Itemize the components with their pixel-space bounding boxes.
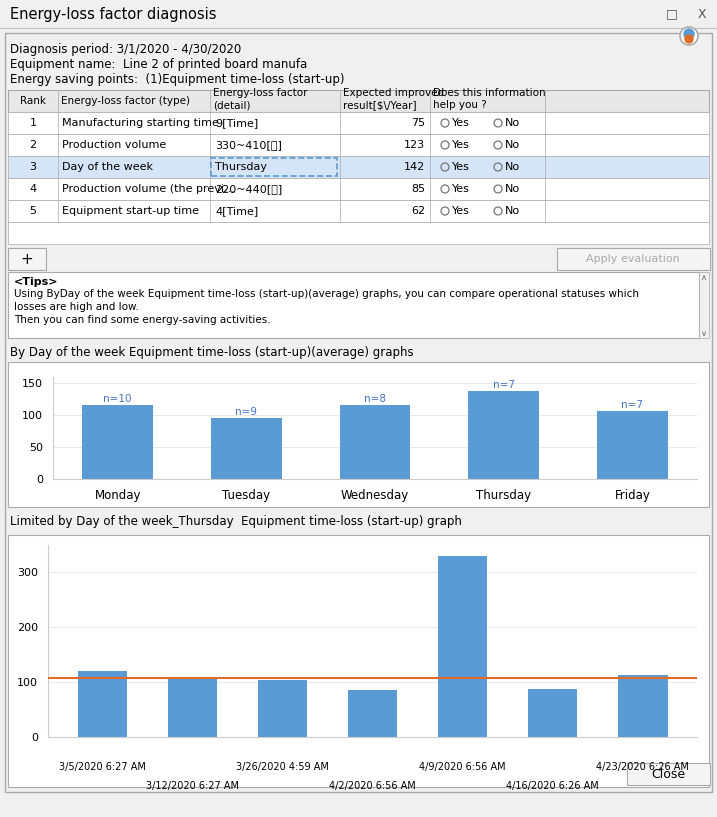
Text: Yes: Yes	[452, 162, 470, 172]
Text: Yes: Yes	[452, 184, 470, 194]
Text: 4/2/2020 6:56 AM: 4/2/2020 6:56 AM	[329, 781, 416, 792]
Circle shape	[684, 29, 694, 39]
Text: Equipment name:  Line 2 of printed board manufa: Equipment name: Line 2 of printed board …	[10, 58, 308, 71]
Text: 5: 5	[29, 206, 37, 216]
Bar	[528, 689, 577, 737]
FancyBboxPatch shape	[8, 248, 46, 270]
Text: 2: 2	[29, 140, 37, 150]
FancyBboxPatch shape	[8, 134, 709, 156]
Text: Then you can find some energy-saving activities.: Then you can find some energy-saving act…	[14, 315, 270, 325]
FancyBboxPatch shape	[8, 200, 709, 222]
Text: No: No	[505, 118, 520, 128]
FancyBboxPatch shape	[8, 362, 709, 507]
Text: Yes: Yes	[452, 118, 470, 128]
Text: Energy-loss factor (type): Energy-loss factor (type)	[61, 96, 190, 106]
FancyBboxPatch shape	[8, 272, 699, 338]
Text: Production volume: Production volume	[62, 140, 166, 150]
FancyBboxPatch shape	[0, 0, 717, 28]
Text: Yes: Yes	[452, 206, 470, 216]
Text: 4/16/2020 6:26 AM: 4/16/2020 6:26 AM	[506, 781, 599, 792]
Text: 3/12/2020 6:27 AM: 3/12/2020 6:27 AM	[146, 781, 239, 792]
Text: 9[Time]: 9[Time]	[215, 118, 258, 128]
Bar	[168, 680, 217, 737]
Bar	[597, 411, 668, 479]
Text: Using ByDay of the week Equipment time-loss (start-up)(average) graphs, you can : Using ByDay of the week Equipment time-l…	[14, 289, 639, 299]
Text: 123: 123	[404, 140, 425, 150]
FancyBboxPatch shape	[8, 156, 709, 178]
Text: 4[Time]: 4[Time]	[215, 206, 258, 216]
Text: n=10: n=10	[103, 394, 132, 404]
Text: No: No	[505, 206, 520, 216]
Text: Limited by Day of the week_Thursday  Equipment time-loss (start-up) graph: Limited by Day of the week_Thursday Equi…	[10, 515, 462, 528]
FancyBboxPatch shape	[211, 158, 337, 176]
FancyBboxPatch shape	[8, 178, 709, 200]
Circle shape	[681, 28, 697, 44]
FancyBboxPatch shape	[699, 272, 709, 338]
Text: 3/5/2020 6:27 AM: 3/5/2020 6:27 AM	[59, 762, 146, 772]
Bar	[438, 556, 488, 737]
Bar	[348, 690, 397, 737]
Text: No: No	[505, 162, 520, 172]
Text: Day of the week: Day of the week	[62, 162, 153, 172]
FancyBboxPatch shape	[627, 763, 710, 785]
Text: Energy saving points:  (1)Equipment time-loss (start-up): Energy saving points: (1)Equipment time-…	[10, 73, 344, 86]
Bar	[468, 391, 539, 479]
Text: n=8: n=8	[364, 394, 386, 404]
Text: Manufacturing starting time: Manufacturing starting time	[62, 118, 219, 128]
Text: 75: 75	[411, 118, 425, 128]
FancyBboxPatch shape	[8, 112, 709, 134]
Text: Does this information
help you ?: Does this information help you ?	[433, 87, 546, 110]
Text: 220~440[固]: 220~440[固]	[215, 184, 282, 194]
Bar	[211, 418, 282, 479]
Text: 3: 3	[29, 162, 37, 172]
Bar	[257, 681, 307, 737]
Text: Energy-loss factor
(detail): Energy-loss factor (detail)	[213, 87, 308, 110]
Circle shape	[685, 35, 693, 43]
Text: Equipment start-up time: Equipment start-up time	[62, 206, 199, 216]
Text: n=9: n=9	[235, 407, 257, 417]
Text: Close: Close	[651, 767, 685, 780]
Bar	[618, 675, 668, 737]
Text: 1: 1	[29, 118, 37, 128]
Text: Rank: Rank	[20, 96, 46, 106]
Text: 142: 142	[404, 162, 425, 172]
Text: By Day of the week Equipment time-loss (start-up)(average) graphs: By Day of the week Equipment time-loss (…	[10, 346, 414, 359]
Text: Energy-loss factor diagnosis: Energy-loss factor diagnosis	[10, 7, 217, 21]
Text: Expected improved
result[$\/Year]: Expected improved result[$\/Year]	[343, 87, 444, 110]
FancyBboxPatch shape	[8, 90, 709, 112]
Text: Yes: Yes	[452, 140, 470, 150]
Text: ∧: ∧	[701, 273, 707, 282]
Text: No: No	[505, 184, 520, 194]
Text: Thursday: Thursday	[215, 162, 267, 172]
Bar	[340, 405, 410, 479]
Circle shape	[680, 27, 698, 45]
Text: 62: 62	[411, 206, 425, 216]
Text: 4: 4	[29, 184, 37, 194]
Text: +: +	[21, 252, 34, 266]
Text: □: □	[666, 7, 678, 20]
Text: 330~410[固]: 330~410[固]	[215, 140, 282, 150]
Text: 4/9/2020 6:56 AM: 4/9/2020 6:56 AM	[419, 762, 506, 772]
Bar	[82, 405, 153, 479]
Bar	[77, 672, 127, 737]
Text: n=7: n=7	[622, 400, 643, 409]
Text: No: No	[505, 140, 520, 150]
Text: ∨: ∨	[701, 328, 707, 337]
Text: Production volume (the previ...: Production volume (the previ...	[62, 184, 235, 194]
Text: losses are high and low.: losses are high and low.	[14, 302, 139, 312]
Text: <Tips>: <Tips>	[14, 277, 59, 287]
Text: 4/23/2020 6:26 AM: 4/23/2020 6:26 AM	[597, 762, 689, 772]
Text: X: X	[698, 7, 706, 20]
FancyBboxPatch shape	[8, 535, 709, 787]
FancyBboxPatch shape	[5, 33, 712, 792]
Text: 3/26/2020 4:59 AM: 3/26/2020 4:59 AM	[236, 762, 329, 772]
Text: n=7: n=7	[493, 380, 515, 390]
Text: Diagnosis period: 3/1/2020 - 4/30/2020: Diagnosis period: 3/1/2020 - 4/30/2020	[10, 43, 241, 56]
Text: Apply evaluation: Apply evaluation	[586, 254, 680, 264]
Text: 85: 85	[411, 184, 425, 194]
FancyBboxPatch shape	[557, 248, 710, 270]
FancyBboxPatch shape	[8, 222, 709, 244]
